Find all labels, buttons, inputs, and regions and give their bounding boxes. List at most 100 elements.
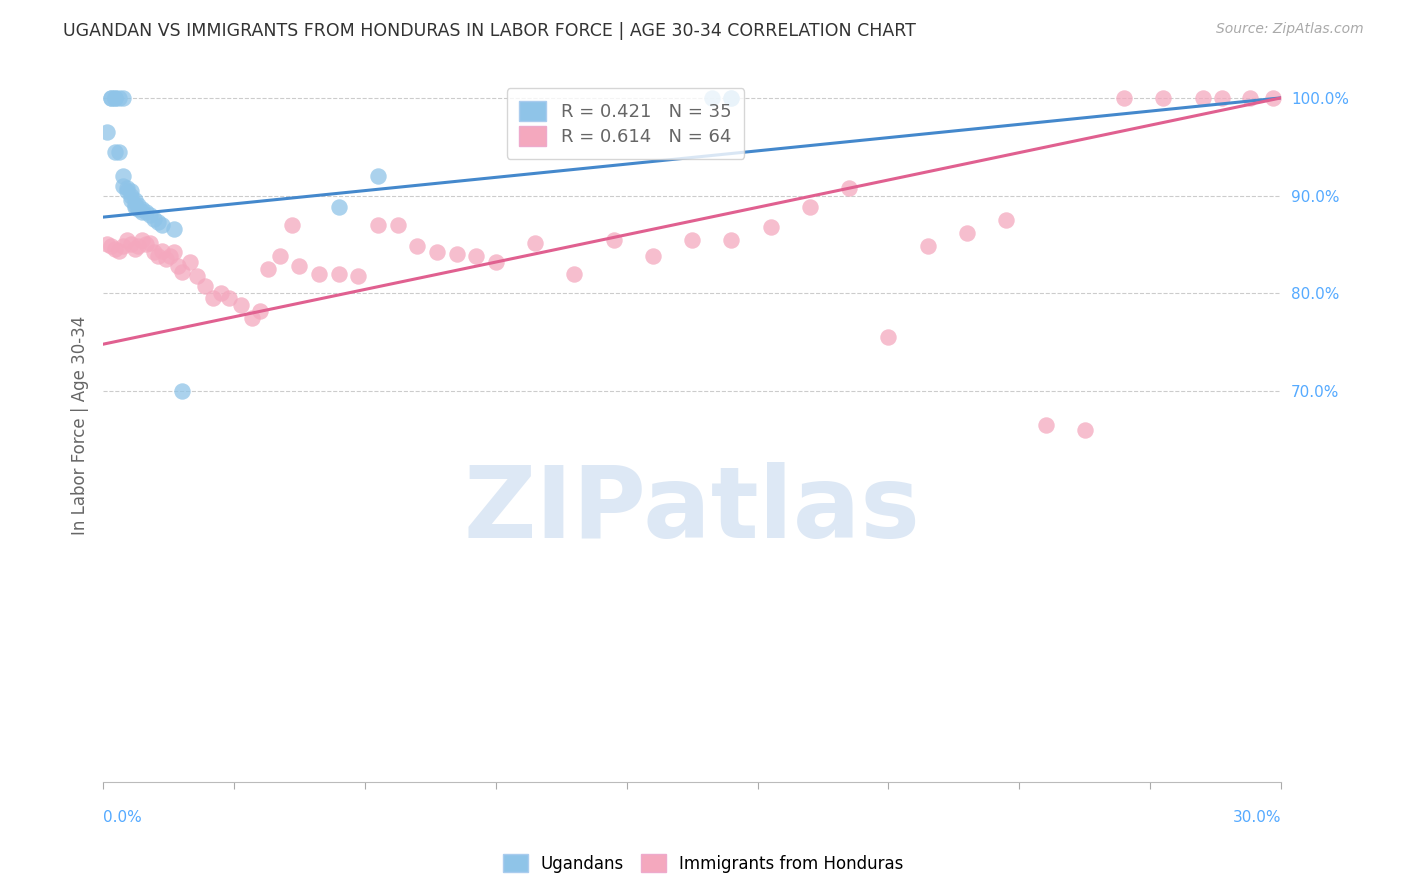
Text: UGANDAN VS IMMIGRANTS FROM HONDURAS IN LABOR FORCE | AGE 30-34 CORRELATION CHART: UGANDAN VS IMMIGRANTS FROM HONDURAS IN L… — [63, 22, 917, 40]
Point — [104, 91, 127, 105]
Point — [1211, 91, 1233, 105]
Point — [562, 267, 585, 281]
Point — [681, 233, 703, 247]
Point — [269, 249, 291, 263]
Point — [257, 261, 280, 276]
Point — [131, 233, 153, 247]
Point — [218, 291, 240, 305]
Point — [799, 200, 821, 214]
Y-axis label: In Labor Force | Age 30-34: In Labor Force | Age 30-34 — [72, 316, 89, 535]
Point — [104, 243, 127, 257]
Point — [170, 265, 193, 279]
Point — [240, 310, 263, 325]
Point — [202, 291, 225, 305]
Point — [108, 91, 131, 105]
Point — [1112, 91, 1135, 105]
Point — [1035, 418, 1057, 433]
Point — [111, 91, 134, 105]
Point — [100, 91, 122, 105]
Text: 30.0%: 30.0% — [1233, 810, 1281, 824]
Point — [602, 233, 624, 247]
Point — [111, 239, 134, 253]
Point — [146, 215, 169, 229]
Point — [143, 245, 166, 260]
Point — [155, 252, 177, 267]
Legend: Ugandans, Immigrants from Honduras: Ugandans, Immigrants from Honduras — [496, 847, 910, 880]
Point — [956, 226, 979, 240]
Point — [115, 184, 138, 198]
Point — [111, 178, 134, 193]
Point — [170, 384, 193, 398]
Point — [108, 244, 131, 259]
Point — [131, 202, 153, 217]
Point — [124, 198, 146, 212]
Point — [194, 278, 217, 293]
Point — [179, 255, 201, 269]
Point — [759, 219, 782, 234]
Point — [108, 145, 131, 159]
Point — [143, 212, 166, 227]
Point — [124, 200, 146, 214]
Point — [150, 244, 173, 259]
Point — [100, 239, 122, 253]
Point — [115, 181, 138, 195]
Point — [139, 208, 162, 222]
Text: ZIPatlas: ZIPatlas — [464, 462, 921, 559]
Point — [995, 213, 1018, 227]
Text: Source: ZipAtlas.com: Source: ZipAtlas.com — [1216, 22, 1364, 37]
Point — [917, 239, 939, 253]
Point — [209, 286, 232, 301]
Point — [838, 181, 860, 195]
Point — [426, 245, 449, 260]
Point — [877, 330, 900, 344]
Point — [249, 304, 271, 318]
Point — [104, 91, 127, 105]
Point — [720, 91, 742, 105]
Point — [104, 145, 127, 159]
Legend: R = 0.421   N = 35, R = 0.614   N = 64: R = 0.421 N = 35, R = 0.614 N = 64 — [506, 88, 744, 159]
Point — [328, 267, 350, 281]
Point — [100, 91, 122, 105]
Point — [465, 249, 488, 263]
Point — [308, 267, 330, 281]
Point — [1263, 91, 1285, 105]
Point — [446, 247, 468, 261]
Point — [127, 239, 149, 253]
Point — [387, 218, 409, 232]
Point — [131, 205, 153, 219]
Point — [229, 298, 252, 312]
Point — [186, 268, 208, 283]
Point — [124, 243, 146, 257]
Point — [120, 237, 142, 252]
Point — [146, 249, 169, 263]
Point — [700, 91, 723, 105]
Point — [115, 233, 138, 247]
Point — [1152, 91, 1174, 105]
Point — [120, 184, 142, 198]
Point — [139, 235, 162, 250]
Point — [288, 259, 311, 273]
Point — [641, 249, 664, 263]
Point — [524, 235, 547, 250]
Point — [96, 125, 118, 139]
Point — [367, 218, 389, 232]
Point — [96, 237, 118, 252]
Point — [1191, 91, 1213, 105]
Point — [1074, 423, 1097, 437]
Point — [120, 194, 142, 208]
Point — [367, 169, 389, 183]
Point — [135, 205, 157, 219]
Point — [124, 194, 146, 208]
Point — [127, 198, 149, 212]
Point — [1239, 91, 1261, 105]
Point — [720, 91, 742, 105]
Point — [347, 268, 370, 283]
Point — [328, 200, 350, 214]
Point — [127, 202, 149, 217]
Point — [135, 237, 157, 252]
Point — [280, 218, 302, 232]
Point — [720, 233, 742, 247]
Point — [111, 169, 134, 183]
Point — [166, 259, 188, 273]
Point — [485, 255, 508, 269]
